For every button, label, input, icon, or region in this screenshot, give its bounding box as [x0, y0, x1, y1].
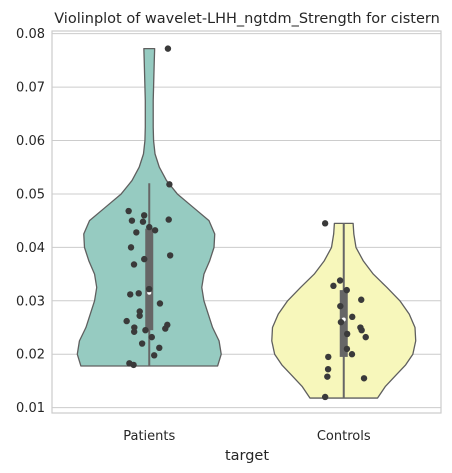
data-point [145, 285, 153, 293]
data-point [349, 313, 356, 321]
data-point [166, 181, 173, 188]
data-point [321, 393, 329, 401]
data-point [337, 318, 345, 326]
data-point [162, 325, 169, 332]
y-tick-label: 0.06 [16, 134, 45, 149]
data-point [358, 296, 365, 303]
data-point [336, 277, 344, 284]
data-point [164, 45, 172, 52]
data-point [343, 330, 351, 338]
data-point [324, 365, 332, 373]
data-point [348, 351, 356, 358]
violins [76, 47, 417, 399]
data-point [133, 229, 140, 236]
y-tick-label: 0.07 [16, 81, 45, 96]
y-tick-labels: 0.01 0.02 0.03 0.04 0.05 0.06 0.07 0.08 [16, 27, 45, 416]
data-point [324, 373, 331, 380]
data-point [142, 326, 149, 334]
data-point [146, 223, 153, 231]
data-point [156, 300, 164, 307]
data-point [135, 290, 142, 297]
strip-points [123, 45, 369, 401]
y-tick-label: 0.01 [16, 401, 45, 416]
y-tick-label: 0.02 [16, 348, 45, 363]
x-tick-label: Controls [317, 429, 371, 444]
x-tick-label: Patients [123, 429, 175, 444]
data-point [148, 333, 155, 341]
data-point [127, 244, 135, 251]
data-point [138, 340, 146, 347]
data-point [123, 317, 130, 325]
y-tick-label: 0.08 [16, 27, 45, 42]
data-point [130, 261, 138, 268]
plot-frame [51, 30, 442, 414]
data-point [362, 333, 369, 341]
data-point [337, 302, 344, 310]
data-point [128, 217, 136, 224]
data-point [151, 227, 159, 234]
data-point [130, 328, 138, 335]
data-point [156, 344, 163, 352]
data-point [343, 345, 351, 353]
x-axis-label: target [225, 448, 269, 464]
data-point [136, 312, 143, 319]
data-point [330, 282, 337, 290]
data-point [150, 352, 158, 359]
data-point [139, 218, 147, 225]
data-point [321, 220, 329, 227]
x-tick-labels: Patients Controls [123, 429, 371, 444]
data-point [325, 353, 332, 361]
y-tick-label: 0.04 [16, 241, 45, 256]
data-point [125, 207, 132, 215]
data-point [165, 216, 172, 223]
data-point [360, 375, 368, 382]
chart-title: Violinplot of wavelet-LHH_ngtdm_Strength… [54, 11, 440, 27]
data-point [358, 326, 365, 334]
data-point [130, 361, 137, 369]
y-tick-label: 0.03 [16, 294, 45, 309]
iqr-box-patients [145, 228, 154, 331]
data-point [166, 252, 174, 259]
data-point [141, 255, 148, 263]
data-point [343, 286, 350, 294]
data-point [127, 291, 134, 298]
data-point [140, 212, 148, 219]
y-tick-label: 0.05 [16, 187, 45, 202]
